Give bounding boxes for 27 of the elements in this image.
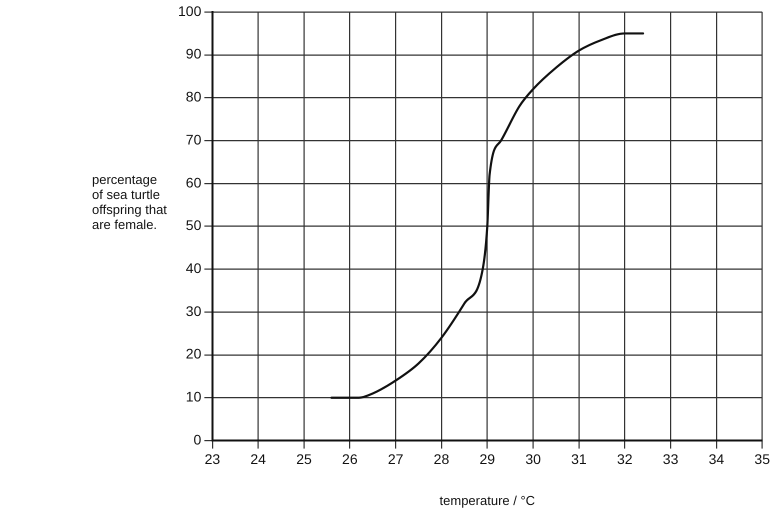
x-axis-title: temperature / °C (440, 492, 536, 508)
y-tick-label: 20 (186, 346, 202, 362)
x-tick-label: 26 (342, 450, 358, 467)
x-tick-label: 24 (250, 450, 266, 467)
y-tick-label: 30 (186, 302, 202, 319)
x-tick-label: 28 (434, 450, 450, 467)
line-series (330, 32, 644, 399)
x-tick-label: 34 (708, 450, 724, 467)
y-tick-label: 0 (194, 431, 202, 448)
y-tick-label: 40 (186, 260, 202, 276)
y-tick-label: 90 (186, 46, 202, 62)
x-tick-label: 31 (571, 450, 587, 467)
x-tick-label: 23 (204, 450, 220, 467)
x-tick-label: 32 (616, 450, 633, 467)
y-tick-label: 100 (178, 2, 202, 19)
x-tick-label: 25 (296, 450, 312, 467)
y-tick-label: 10 (186, 388, 202, 405)
x-tick-label: 30 (525, 450, 542, 467)
y-axis-title: percentage of sea turtle offspring that are female. (92, 172, 167, 232)
x-tick-label: 35 (754, 450, 770, 467)
x-tick-label: 27 (388, 450, 404, 467)
y-tick-label: 70 (186, 131, 202, 148)
x-tick-label: 33 (662, 450, 679, 467)
y-tick-label: 60 (186, 174, 202, 190)
x-tick-label: 29 (479, 450, 496, 467)
y-tick-label: 80 (186, 88, 202, 105)
y-tick-label: 50 (186, 217, 202, 234)
